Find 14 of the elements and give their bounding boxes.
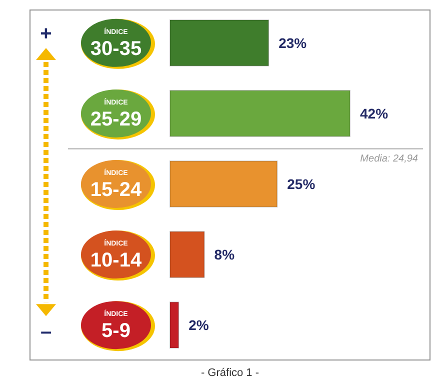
data-label: 2% <box>188 317 210 334</box>
data-label: 25% <box>287 176 316 192</box>
bar <box>170 90 350 137</box>
text: Media: 24,94 <box>360 154 418 165</box>
text: + <box>40 23 52 45</box>
bar <box>170 302 180 348</box>
text: - Gráfico 1 - <box>200 367 260 379</box>
bar <box>170 231 205 278</box>
bar <box>170 20 270 66</box>
data-label: 8% <box>214 246 236 263</box>
data-label: 23% <box>278 34 308 51</box>
text: – <box>40 321 52 344</box>
data-label: 42% <box>360 105 389 122</box>
bar <box>170 160 278 208</box>
